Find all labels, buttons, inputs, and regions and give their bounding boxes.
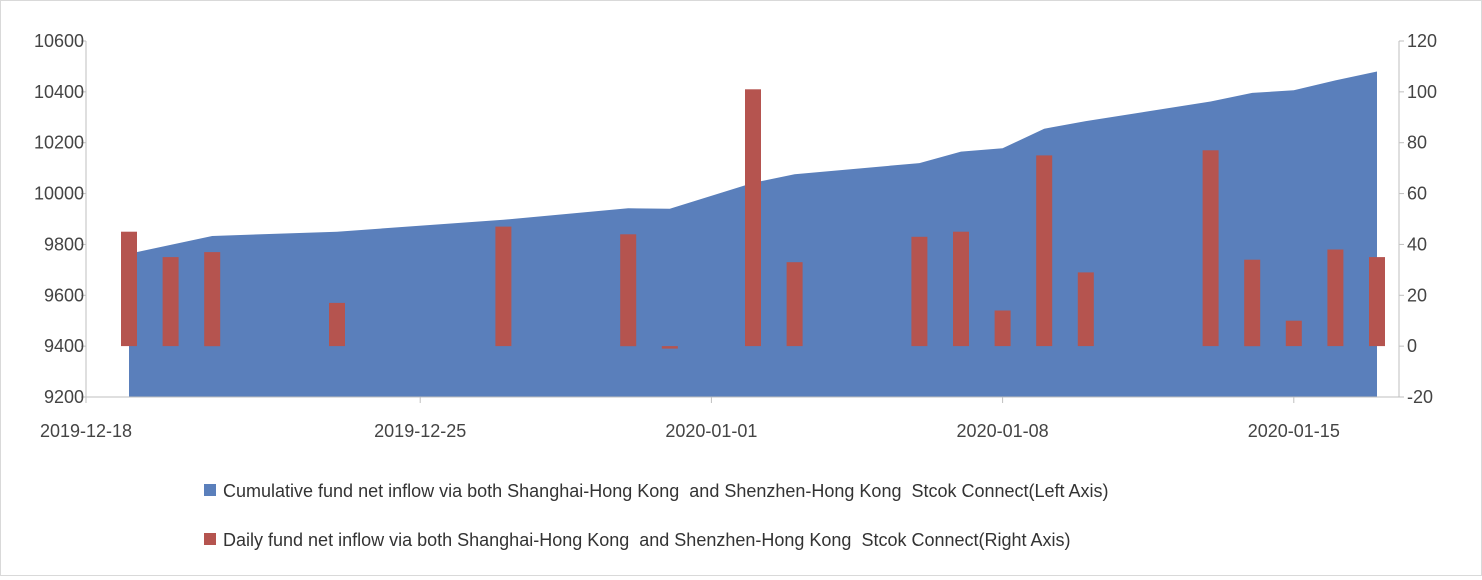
left-tick-label: 9200 [44, 387, 84, 407]
daily-bar-2019-12-19 [162, 257, 179, 347]
daily-bar-2020-01-06 [911, 236, 928, 347]
legend-label-cumulative: Cumulative fund net inflow via both Shan… [223, 481, 1109, 501]
left-tick-label: 9600 [44, 285, 84, 305]
daily-bar-2020-01-14 [1244, 259, 1261, 347]
left-tick-label: 10200 [34, 133, 84, 153]
daily-bar-2020-01-08 [994, 310, 1011, 347]
right-tick-label: 120 [1407, 31, 1437, 51]
left-tick-label: 10000 [34, 184, 84, 204]
right-tick-label: 60 [1407, 184, 1427, 204]
x-tick-label: 2019-12-18 [40, 421, 132, 441]
legend-label-daily: Daily fund net inflow via both Shanghai-… [223, 530, 1071, 550]
daily-bar-2020-01-13 [1202, 150, 1219, 347]
daily-bar-2020-01-03 [786, 262, 803, 347]
right-tick-label: 20 [1407, 285, 1427, 305]
right-tick-label: 80 [1407, 133, 1427, 153]
daily-bar-2019-12-18 [121, 231, 137, 347]
daily-bar-2020-01-10 [1077, 272, 1094, 347]
right-tick-label: 0 [1407, 336, 1417, 356]
legend-item-daily[interactable]: Daily fund net inflow via both Shanghai-… [204, 530, 1071, 550]
daily-bar-2020-01-09 [1036, 155, 1053, 347]
left-tick-label: 9800 [44, 234, 84, 254]
x-tick-label: 2020-01-08 [957, 421, 1049, 441]
axis-layer [85, 41, 1400, 398]
daily-bar-2020-01-17 [1369, 257, 1385, 347]
daily-bar-2020-01-02 [745, 89, 761, 347]
x-tick-label: 2019-12-25 [374, 421, 466, 441]
legend: Cumulative fund net inflow via both Shan… [204, 481, 1109, 550]
x-tick-label: 2020-01-15 [1248, 421, 1340, 441]
daily-bar-2019-12-27 [495, 226, 512, 347]
daily-bar-2020-01-07 [953, 231, 969, 347]
daily-bar-2020-01-16 [1327, 249, 1344, 347]
left-tick-label: 10600 [34, 31, 84, 51]
daily-bar-2019-12-30 [620, 234, 637, 347]
x-tick-label: 2020-01-01 [665, 421, 757, 441]
legend-swatch-cumulative [204, 484, 216, 496]
left-tick-label: 10400 [34, 82, 84, 102]
legend-swatch-daily [204, 533, 216, 545]
right-tick-label: 100 [1407, 82, 1437, 102]
left-tick-label: 9400 [44, 336, 84, 356]
legend-item-cumulative[interactable]: Cumulative fund net inflow via both Shan… [204, 481, 1109, 501]
daily-bar-2020-01-15 [1285, 320, 1302, 347]
daily-bar-2019-12-31 [661, 346, 678, 349]
tick-layer: 9200 9400 9600 9800 10000 10200 10400 10600 -20 0… [34, 31, 1437, 441]
bar-layer [121, 89, 1385, 349]
right-tick-label: -20 [1407, 387, 1433, 407]
right-tick-label: 40 [1407, 234, 1427, 254]
daily-bar-2019-12-20 [204, 252, 221, 347]
daily-bar-2019-12-23 [329, 302, 345, 347]
